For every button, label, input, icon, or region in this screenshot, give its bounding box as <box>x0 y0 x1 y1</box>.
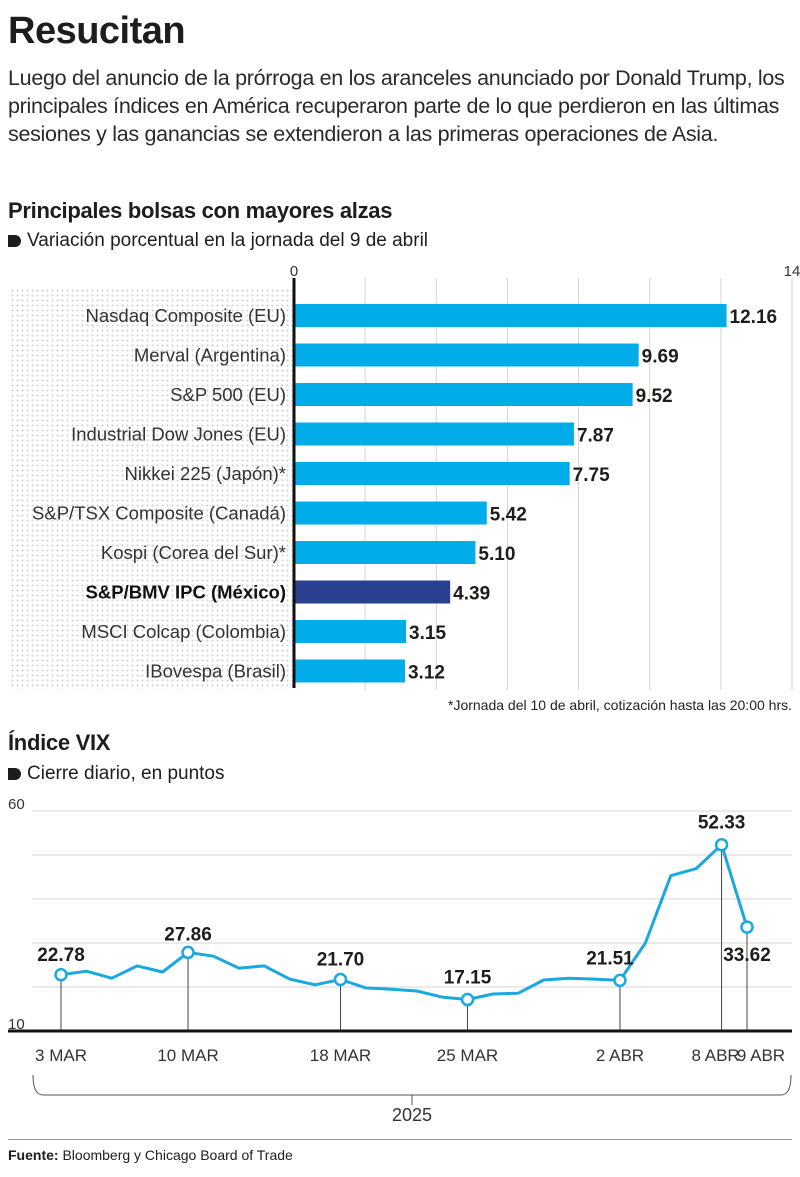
bar <box>294 304 727 327</box>
data-point-label: 52.33 <box>698 813 746 834</box>
value-label: 3.12 <box>408 663 445 684</box>
category-label: S&P/BMV IPC (México) <box>86 582 286 603</box>
data-point-marker <box>333 972 348 987</box>
x-tick-label: 3 MAR <box>35 1046 87 1065</box>
bar-chart: 0 14 Nasdaq Composite (EU) 12.16 Merval (Arg… <box>32 263 800 690</box>
label-dotted-background <box>10 288 294 690</box>
line-chart-title: Índice VIX <box>8 730 111 755</box>
source-label: Fuente: <box>8 1147 59 1163</box>
x-tick-label: 2 ABR <box>596 1046 644 1065</box>
data-point-marker <box>613 973 627 988</box>
intro-paragraph: Luego del anuncio de la prórroga en los … <box>8 66 785 146</box>
value-label: 9.52 <box>636 386 673 407</box>
year-label: 2025 <box>392 1105 432 1125</box>
bar <box>294 541 476 564</box>
vix-series-line <box>60 843 749 1001</box>
category-label: Nasdaq Composite (EU) <box>86 305 287 326</box>
value-label: 5.10 <box>478 544 515 565</box>
subtitle-marker-icon <box>8 235 21 247</box>
category-label: Kospi (Corea del Sur)* <box>101 542 286 563</box>
data-point-label: 21.70 <box>317 950 365 971</box>
x-tick-label: 14 <box>784 263 800 280</box>
bar <box>294 422 574 446</box>
value-label: 5.42 <box>490 505 527 526</box>
bar <box>294 659 405 683</box>
category-label: Nikkei 225 (Japón)* <box>125 463 286 484</box>
line-chart-subtitle: Cierre diario, en puntos <box>8 763 225 785</box>
line-chart-subtitle-text: Cierre diario, en puntos <box>27 763 225 784</box>
x-tick-label: 8 ABR <box>691 1046 739 1065</box>
source-note: Fuente: Bloomberg y Chicago Board of Tra… <box>8 1147 293 1163</box>
footer-divider <box>8 1139 792 1140</box>
value-label: 7.87 <box>577 426 614 447</box>
bar-chart-subtitle-text: Variación porcentual en la jornada del 9… <box>27 230 429 251</box>
bar <box>294 501 487 525</box>
y-tick-label: 60 <box>8 796 25 813</box>
y-tick-label: 10 <box>8 1016 25 1033</box>
category-label: Industrial Dow Jones (EU) <box>71 424 286 445</box>
source-text: Bloomberg y Chicago Board of Trade <box>62 1147 293 1163</box>
data-point-marker <box>181 945 195 960</box>
data-point-marker <box>54 968 68 982</box>
data-point-label: 22.78 <box>37 945 85 966</box>
page-title: Resucitan <box>8 10 186 52</box>
bar <box>294 383 633 406</box>
x-tick-label: 0 <box>290 263 298 280</box>
year-bracket <box>32 1074 792 1096</box>
subtitle-marker-icon <box>8 768 21 780</box>
bar <box>294 620 407 643</box>
value-label: 12.16 <box>730 307 778 328</box>
data-point-label: 17.15 <box>444 968 492 989</box>
value-label: 7.75 <box>573 465 610 486</box>
data-point-marker <box>714 837 729 852</box>
data-point-label: 33.62 <box>723 945 771 966</box>
category-label: Merval (Argentina) <box>134 345 286 366</box>
x-tick-label: 25 MAR <box>437 1046 498 1065</box>
x-tick-label: 10 MAR <box>157 1046 218 1065</box>
bar <box>294 580 451 604</box>
data-point-marker <box>460 992 475 1007</box>
bar <box>294 343 639 367</box>
bar-chart-footnote: *Jornada del 10 de abril, cotización has… <box>448 697 792 713</box>
x-tick-label: 9 ABR <box>737 1046 785 1065</box>
line-chart: 10 60 22.78 27.86 21.70 17.15 21.51 52.33 33.62 3… <box>8 796 792 1125</box>
bar-chart-subtitle: Variación porcentual en la jornada del 9… <box>8 230 428 252</box>
x-tick-label: 18 MAR <box>310 1046 371 1065</box>
data-point-label: 27.86 <box>164 924 212 945</box>
bar <box>294 462 570 485</box>
value-label: 4.39 <box>453 584 490 605</box>
category-label: IBovespa (Brasil) <box>145 661 286 682</box>
value-label: 3.15 <box>409 623 446 644</box>
category-label: S&P/TSX Composite (Canadá) <box>32 503 286 524</box>
category-label: MSCI Colcap (Colombia) <box>81 621 286 642</box>
data-point-label: 21.51 <box>586 948 634 969</box>
bar-chart-title: Principales bolsas con mayores alzas <box>8 198 393 223</box>
data-point-marker <box>740 920 754 934</box>
category-label: S&P 500 (EU) <box>170 384 286 405</box>
value-label: 9.69 <box>642 347 679 368</box>
